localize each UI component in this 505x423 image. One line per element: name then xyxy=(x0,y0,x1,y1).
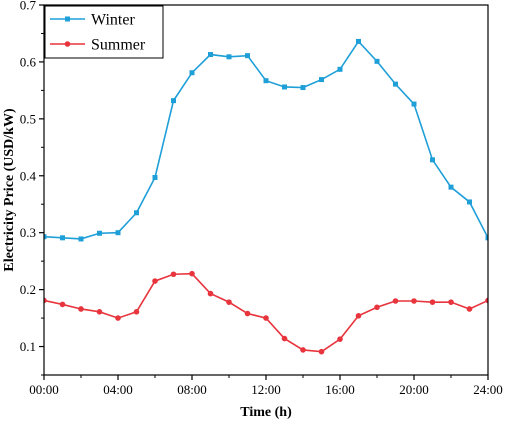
data-point-summer xyxy=(374,304,380,311)
y-axis-title: Electricity Price (USD/kW) xyxy=(2,108,17,272)
y-tick-label: 0.5 xyxy=(20,111,36,126)
data-point-winter xyxy=(467,199,472,205)
data-point-summer xyxy=(411,298,417,304)
data-point-summer xyxy=(281,335,288,342)
data-point-summer xyxy=(355,313,362,319)
y-tick-label: 0.7 xyxy=(20,0,37,13)
data-point-summer xyxy=(244,310,251,317)
data-point-winter xyxy=(337,66,343,72)
data-point-summer xyxy=(133,309,140,315)
data-point-summer xyxy=(170,271,177,278)
plot-area xyxy=(44,38,488,355)
data-point-summer xyxy=(392,298,399,304)
data-point-summer xyxy=(337,336,343,342)
data-point-winter xyxy=(226,54,232,60)
data-point-winter xyxy=(393,81,398,87)
data-point-winter xyxy=(208,52,213,58)
data-point-summer xyxy=(263,315,269,321)
series-line-winter xyxy=(44,40,488,240)
y-tick-label: 0.3 xyxy=(20,225,36,240)
data-point-summer xyxy=(466,306,473,312)
data-point-winter xyxy=(411,101,417,107)
data-point-summer xyxy=(152,278,158,284)
legend-marker-summer xyxy=(64,41,71,47)
data-point-winter xyxy=(485,235,488,241)
data-point-winter xyxy=(448,184,454,190)
data-point-winter xyxy=(152,174,158,180)
data-point-winter xyxy=(60,235,65,241)
legend-box xyxy=(44,5,164,59)
data-point-summer xyxy=(318,348,325,355)
series-line-summer xyxy=(44,272,488,353)
legend-label-winter: Winter xyxy=(91,12,135,29)
x-tick-label: 16:00 xyxy=(325,382,355,397)
data-point-winter xyxy=(115,230,121,236)
data-point-summer xyxy=(300,347,306,353)
data-point-summer xyxy=(44,297,47,304)
data-point-winter xyxy=(263,78,269,84)
legend-marker-winter xyxy=(65,16,70,22)
x-tick-label: 04:00 xyxy=(103,382,133,397)
y-tick-label: 0.1 xyxy=(20,339,36,354)
legend: Winter Summer xyxy=(44,5,164,59)
x-tick-label: 20:00 xyxy=(399,382,429,397)
x-tick-label: 00:00 xyxy=(29,382,59,397)
data-point-summer xyxy=(115,315,121,321)
data-point-summer xyxy=(59,301,66,308)
data-point-winter xyxy=(319,77,324,83)
data-point-winter xyxy=(356,38,361,44)
data-point-summer xyxy=(78,306,84,312)
data-point-winter xyxy=(430,157,435,163)
data-point-winter xyxy=(44,234,47,240)
x-tick-label: 12:00 xyxy=(251,382,281,397)
legend-label-summer: Summer xyxy=(91,37,146,54)
y-tick-label: 0.2 xyxy=(20,282,36,297)
x-axis-title: Time (h) xyxy=(240,405,292,420)
data-point-winter xyxy=(171,98,176,104)
y-tick-label: 0.6 xyxy=(20,54,37,69)
data-point-summer xyxy=(429,299,436,305)
data-point-winter xyxy=(374,58,380,64)
data-point-winter xyxy=(134,210,139,216)
data-point-summer xyxy=(448,299,454,305)
data-point-winter xyxy=(300,85,306,91)
axes: 00:00 04:00 08:00 12:00 16:00 20:00 24:00 0.1 0.… xyxy=(20,0,503,397)
data-point-winter xyxy=(189,70,195,76)
data-point-winter xyxy=(245,53,250,59)
x-tick-label: 24:00 xyxy=(473,382,503,397)
data-point-winter xyxy=(282,84,287,90)
data-point-summer xyxy=(485,297,488,304)
y-tick-label: 0.4 xyxy=(20,168,37,183)
data-point-summer xyxy=(189,270,195,277)
data-point-winter xyxy=(78,236,84,242)
data-point-winter xyxy=(97,230,102,236)
data-point-summer xyxy=(226,299,232,305)
data-point-summer xyxy=(96,309,103,315)
data-point-summer xyxy=(207,290,214,297)
x-tick-label: 08:00 xyxy=(177,382,207,397)
